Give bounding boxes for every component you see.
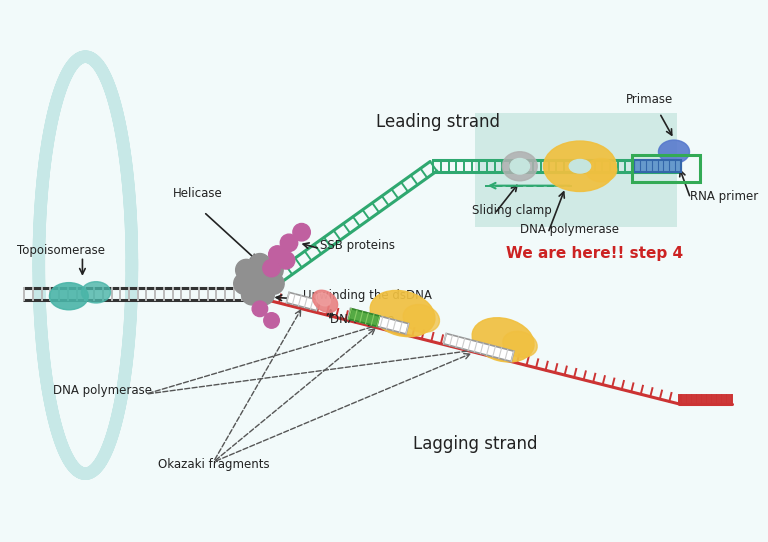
Circle shape <box>263 260 280 277</box>
Bar <box>286 292 319 311</box>
Circle shape <box>262 260 283 281</box>
Circle shape <box>250 254 270 275</box>
Ellipse shape <box>81 282 111 303</box>
Text: Topoisomerase: Topoisomerase <box>18 244 105 257</box>
Ellipse shape <box>544 141 616 191</box>
Circle shape <box>280 234 298 251</box>
Bar <box>632 154 700 182</box>
Text: We are here!! step 4: We are here!! step 4 <box>506 247 684 261</box>
Text: Unwinding the dsDNA: Unwinding the dsDNA <box>303 289 432 302</box>
Text: Lagging strand: Lagging strand <box>413 435 538 454</box>
Text: Sliding clamp: Sliding clamp <box>472 204 552 217</box>
Text: SSB proteins: SSB proteins <box>320 238 395 251</box>
Circle shape <box>293 223 310 241</box>
Ellipse shape <box>586 158 617 182</box>
Bar <box>475 113 677 227</box>
Text: Leading strand: Leading strand <box>376 113 500 131</box>
Circle shape <box>263 313 280 328</box>
Circle shape <box>269 246 286 263</box>
Circle shape <box>241 283 263 305</box>
Text: DNA ligase: DNA ligase <box>329 313 394 326</box>
Circle shape <box>233 273 255 294</box>
Circle shape <box>277 251 295 269</box>
Bar <box>634 160 680 172</box>
Text: Okazaki fragments: Okazaki fragments <box>157 458 269 471</box>
Text: Primase: Primase <box>625 93 673 106</box>
Text: DNA polymerase: DNA polymerase <box>53 384 152 397</box>
Ellipse shape <box>502 152 538 181</box>
Circle shape <box>252 301 268 317</box>
Circle shape <box>236 260 257 281</box>
Text: Helicase: Helicase <box>173 188 223 201</box>
Bar <box>348 308 409 334</box>
Circle shape <box>253 283 274 305</box>
Text: RNA primer: RNA primer <box>690 190 759 203</box>
Ellipse shape <box>472 318 534 362</box>
Bar <box>444 333 514 362</box>
Text: DNA polymerase: DNA polymerase <box>520 223 619 236</box>
Ellipse shape <box>316 293 330 306</box>
Ellipse shape <box>510 158 529 174</box>
Ellipse shape <box>569 159 591 173</box>
Ellipse shape <box>49 282 88 310</box>
Circle shape <box>250 267 270 288</box>
Ellipse shape <box>658 140 690 163</box>
Ellipse shape <box>403 305 439 332</box>
Bar <box>349 309 379 326</box>
Ellipse shape <box>503 331 537 357</box>
Circle shape <box>263 273 284 294</box>
Ellipse shape <box>370 291 435 337</box>
Ellipse shape <box>313 290 338 312</box>
